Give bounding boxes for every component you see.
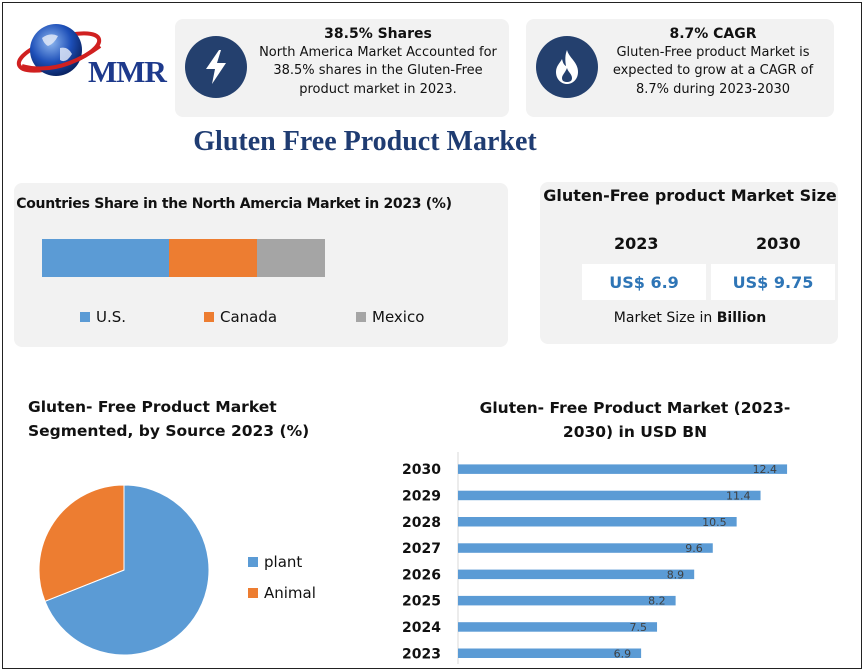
pie-slice-plant [44,484,210,656]
cagr-stat-card: 8.7% CAGR Gluten-Free product Market is … [526,19,834,117]
market-size-footer-unit: Billion [716,310,767,326]
share-legend-item-canada: Canada [204,308,277,326]
bar-value-label-2025: 8.2 [648,595,666,608]
bar-category-label-2027: 2027 [402,541,441,557]
legend-swatch [248,588,258,598]
mmr-logo: MMR [14,14,179,94]
market-size-footer: Market Size in Billion [542,310,838,326]
bar-value-label-2026: 8.9 [667,568,685,581]
globe-icon [16,24,102,76]
bar-2027 [458,543,713,553]
bar-2026 [458,569,695,580]
market-size-title: Gluten-Free product Market Size [543,186,837,205]
bar-value-label-2023: 6.9 [614,647,632,660]
legend-label: U.S. [96,308,127,326]
bar-value-label-2024: 7.5 [630,621,648,634]
bar-2030 [458,464,788,474]
market-size-value-2023: US$ 6.9 [582,264,706,300]
bar-value-label-2027: 9.6 [685,542,703,555]
bar-value-label-2030: 12.4 [753,463,778,476]
bar-2025 [458,595,676,606]
logo-text: MMR [88,54,167,89]
market-size-card [540,182,838,344]
source-pie-chart [38,484,210,656]
bar-value-label-2029: 11.4 [726,489,751,502]
source-pie-title: Gluten- Free Product Market Segmented, b… [28,398,310,440]
bar-category-label-2023: 2023 [402,646,441,662]
share-segment-u-s [42,239,170,277]
legend-swatch [356,312,366,322]
pie-legend-item-animal: Animal [248,584,316,602]
bar-category-label-2029: 2029 [402,488,441,504]
country-share-title: Countries Share in the North Amercia Mar… [16,196,452,212]
legend-label: Mexico [372,308,425,326]
legend-label: Animal [264,584,316,602]
flame-icon [536,36,598,98]
share-legend-item-u-s: U.S. [80,308,126,326]
legend-label: Canada [220,308,278,326]
shares-stat-body: North America Market Accounted for 38.5%… [259,44,497,97]
market-size-year-2023: 2023 [614,234,659,253]
bar-category-label-2024: 2024 [402,620,441,636]
bar-category-label-2030: 2030 [402,462,441,478]
page-title: Gluten Free Product Market [193,126,537,157]
bar-category-label-2025: 2025 [402,594,441,610]
country-share-stacked-bar [42,239,325,277]
legend-swatch [248,557,258,567]
bar-2028 [458,517,737,527]
bar-2029 [458,490,761,501]
share-legend-item-mexico: Mexico [356,308,424,326]
legend-swatch [204,312,214,322]
bar-category-label-2028: 2028 [402,515,441,531]
cagr-stat-title: 8.7% CAGR [669,26,757,42]
market-size-year-2030: 2030 [756,234,801,253]
bar-value-label-2028: 10.5 [702,516,727,529]
market-size-footer-prefix: Market Size in [613,310,717,326]
cagr-stat-body: Gluten-Free product Market is expected t… [612,44,814,97]
pie-slice-animal [38,484,125,602]
share-segment-canada [169,239,258,277]
share-segment-mexico [257,239,325,277]
legend-swatch [80,312,90,322]
shares-stat-card: 38.5% Shares North America Market Accoun… [175,19,509,117]
market-size-value-2030: US$ 9.75 [711,264,835,300]
lightning-icon [185,36,247,98]
bar-2024 [458,622,658,632]
bar-category-label-2026: 2026 [402,567,441,583]
market-bar-chart: 2030 12.4 2029 11.4 2028 10.5 2027 9.6 2026 8.9 20… [402,452,788,664]
shares-stat-title: 38.5% Shares [324,26,432,42]
pie-legend-item-plant: plant [248,553,302,571]
bar-2023 [458,648,642,658]
legend-label: plant [264,553,303,571]
market-bar-title: Gluten- Free Product Market (2023-2030) … [479,399,791,441]
